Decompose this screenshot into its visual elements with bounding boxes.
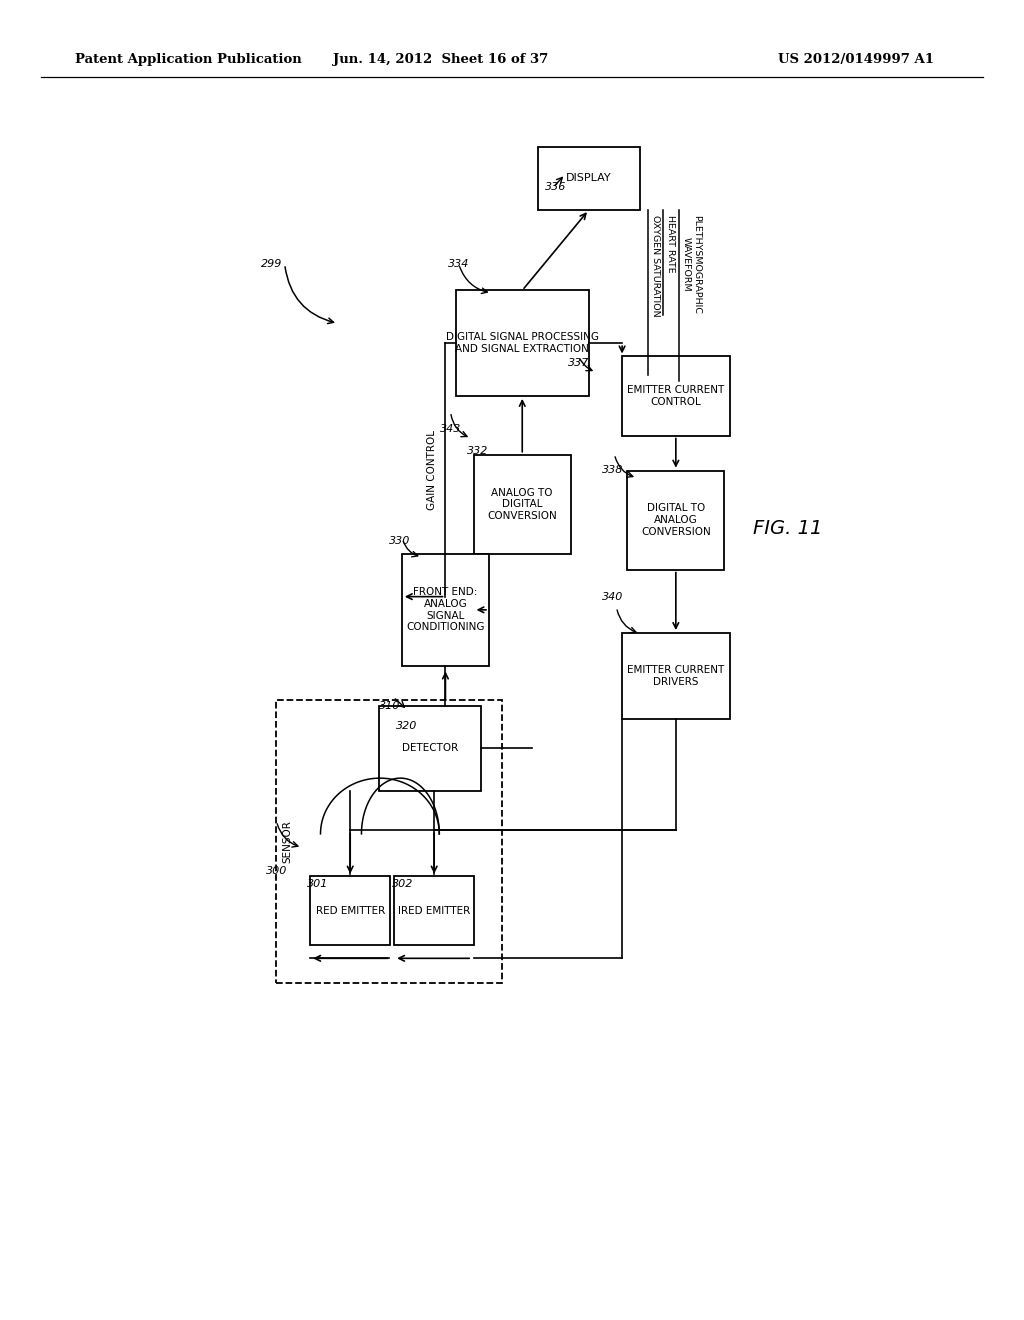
Text: DETECTOR: DETECTOR bbox=[402, 743, 458, 754]
Text: EMITTER CURRENT
DRIVERS: EMITTER CURRENT DRIVERS bbox=[628, 665, 724, 686]
Text: 336: 336 bbox=[546, 182, 566, 193]
Text: IRED EMITTER: IRED EMITTER bbox=[398, 906, 470, 916]
Text: 340: 340 bbox=[602, 591, 623, 602]
Text: 343: 343 bbox=[440, 424, 461, 434]
Text: HEART RATE: HEART RATE bbox=[666, 215, 675, 273]
Text: 338: 338 bbox=[602, 465, 623, 475]
Text: 320: 320 bbox=[396, 721, 417, 731]
Text: GAIN CONTROL: GAIN CONTROL bbox=[427, 430, 437, 510]
Text: Jun. 14, 2012  Sheet 16 of 37: Jun. 14, 2012 Sheet 16 of 37 bbox=[333, 53, 548, 66]
Text: OXYGEN SATURATION: OXYGEN SATURATION bbox=[651, 215, 660, 317]
Bar bbox=[394, 876, 474, 945]
Text: ANALOG TO
DIGITAL
CONVERSION: ANALOG TO DIGITAL CONVERSION bbox=[487, 487, 557, 521]
Text: RED EMITTER: RED EMITTER bbox=[315, 906, 385, 916]
Text: 300: 300 bbox=[266, 866, 287, 876]
Bar bbox=[623, 634, 729, 718]
Text: 310: 310 bbox=[380, 701, 400, 711]
Bar bbox=[627, 471, 725, 570]
Text: EMITTER CURRENT
CONTROL: EMITTER CURRENT CONTROL bbox=[628, 385, 724, 407]
Text: 301: 301 bbox=[307, 879, 328, 890]
Text: 334: 334 bbox=[449, 259, 469, 269]
Text: FIG. 11: FIG. 11 bbox=[753, 519, 822, 537]
Text: 337: 337 bbox=[568, 358, 589, 368]
Text: PLETHYSMOGRAPHIC
WAVEFORM: PLETHYSMOGRAPHIC WAVEFORM bbox=[682, 215, 701, 314]
Bar bbox=[623, 356, 729, 436]
Bar bbox=[456, 290, 589, 396]
Text: DIGITAL SIGNAL PROCESSING
AND SIGNAL EXTRACTION: DIGITAL SIGNAL PROCESSING AND SIGNAL EXT… bbox=[445, 333, 599, 354]
Bar bbox=[538, 147, 640, 210]
Text: 302: 302 bbox=[392, 879, 413, 890]
Text: DISPLAY: DISPLAY bbox=[566, 173, 611, 183]
Text: Patent Application Publication: Patent Application Publication bbox=[75, 53, 301, 66]
Bar bbox=[310, 876, 390, 945]
Text: 330: 330 bbox=[389, 536, 410, 546]
Text: 332: 332 bbox=[467, 446, 487, 457]
Text: SENSOR: SENSOR bbox=[283, 820, 293, 863]
Bar bbox=[473, 454, 571, 554]
Text: DIGITAL TO
ANALOG
CONVERSION: DIGITAL TO ANALOG CONVERSION bbox=[641, 503, 711, 537]
Bar bbox=[401, 554, 489, 665]
Text: FRONT END:
ANALOG
SIGNAL
CONDITIONING: FRONT END: ANALOG SIGNAL CONDITIONING bbox=[407, 587, 484, 632]
Bar bbox=[379, 706, 481, 792]
Text: 299: 299 bbox=[261, 259, 282, 269]
Bar bbox=[276, 700, 502, 983]
Text: US 2012/0149997 A1: US 2012/0149997 A1 bbox=[778, 53, 934, 66]
